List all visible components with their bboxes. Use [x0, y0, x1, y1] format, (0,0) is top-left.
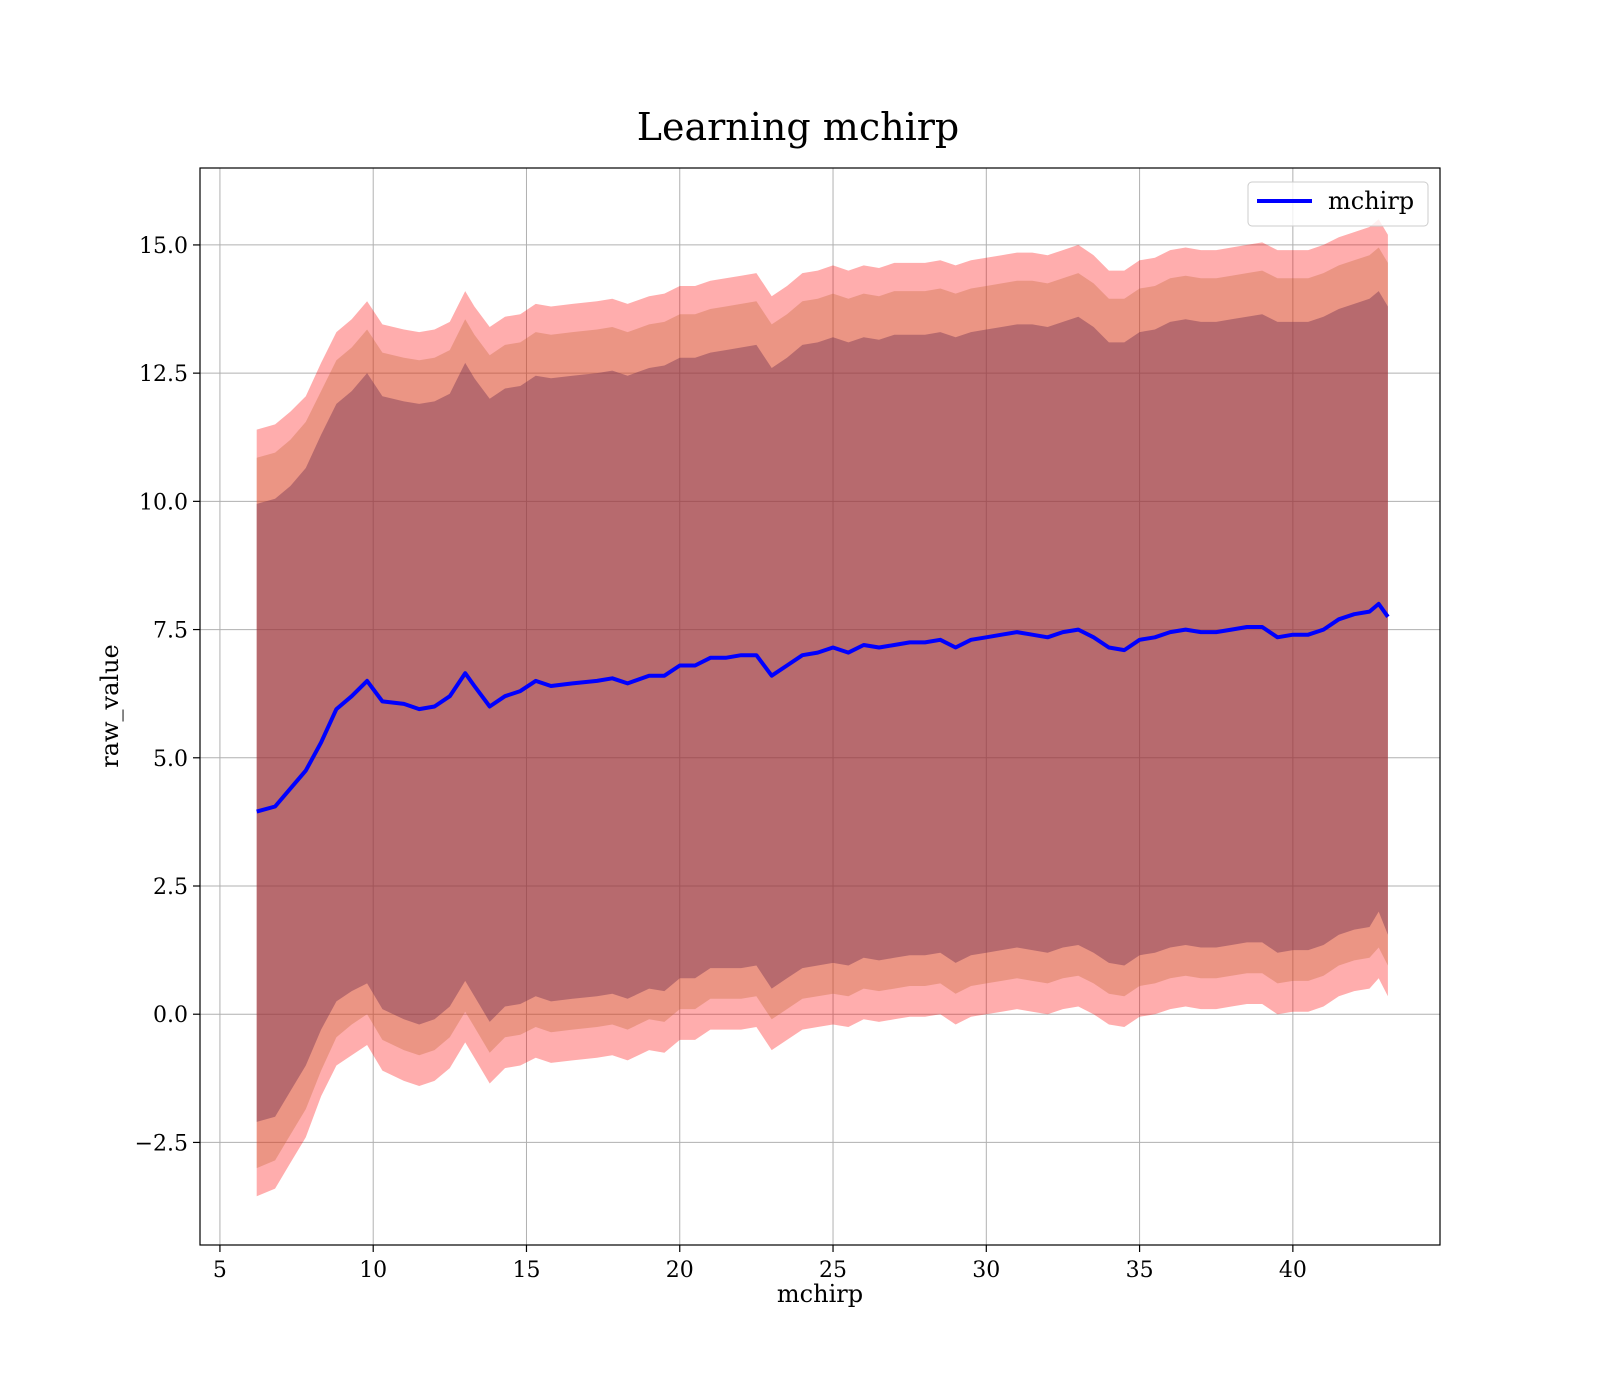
x-tick-label: 30 [972, 1258, 1000, 1283]
x-tick-label: 5 [213, 1258, 227, 1283]
confidence-bands [256, 219, 1388, 1197]
y-axis-label: raw_value [96, 644, 124, 768]
x-tick-label: 15 [512, 1258, 540, 1283]
x-tick-label: 10 [359, 1258, 387, 1283]
legend-label-mchirp: mchirp [1328, 187, 1414, 215]
band-inner [256, 291, 1388, 1122]
series-lines [256, 601, 1390, 814]
y-tick-label: 10.0 [139, 490, 188, 515]
y-tick-label: 0.0 [153, 1003, 188, 1028]
y-tick-label: 15.0 [139, 234, 188, 259]
y-tick-label: 12.5 [139, 362, 188, 387]
x-tick-label: 35 [1126, 1258, 1154, 1283]
chart-title: Learning mchirp [637, 105, 959, 149]
x-axis-label: mchirp [777, 1280, 863, 1308]
y-tick-label: −2.5 [135, 1131, 188, 1156]
plot-area [199, 167, 1441, 1246]
y-tick-label: 2.5 [153, 875, 188, 900]
plot-frame [199, 167, 1441, 1246]
x-tick-label: 20 [666, 1258, 694, 1283]
band-middle [256, 247, 1388, 1169]
y-axis-ticks: −2.5 0.0 2.5 5.0 7.5 10.0 12.5 15.0 [135, 234, 200, 1156]
series-line-mchirp [256, 601, 1390, 814]
x-tick-label: 40 [1279, 1258, 1307, 1283]
x-tick-label: 25 [819, 1258, 847, 1283]
band-outer [256, 219, 1388, 1197]
legend-box [1247, 181, 1429, 227]
legend: mchirp [1247, 181, 1429, 227]
y-tick-label: 5.0 [153, 747, 188, 772]
grid [200, 168, 1440, 1245]
x-axis-ticks: 5 10 15 20 25 30 35 40 [213, 1245, 1307, 1283]
y-tick-label: 7.5 [153, 619, 188, 644]
